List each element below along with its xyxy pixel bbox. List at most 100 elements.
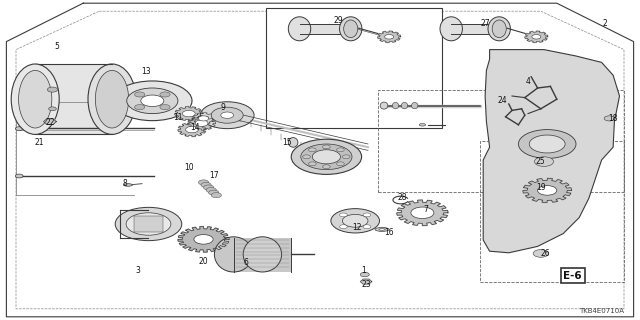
Circle shape — [204, 185, 214, 190]
Text: 26: 26 — [540, 249, 550, 258]
Text: 19: 19 — [536, 183, 546, 192]
Circle shape — [538, 186, 557, 195]
Circle shape — [127, 88, 178, 114]
Circle shape — [186, 126, 198, 133]
Text: 6: 6 — [244, 258, 249, 267]
Ellipse shape — [419, 124, 426, 126]
Ellipse shape — [412, 102, 418, 109]
Text: 17: 17 — [209, 171, 220, 180]
Circle shape — [342, 155, 350, 159]
Circle shape — [291, 139, 362, 174]
Circle shape — [518, 130, 576, 158]
Polygon shape — [178, 123, 206, 137]
Polygon shape — [378, 31, 401, 43]
Text: 12: 12 — [353, 223, 362, 232]
Polygon shape — [188, 116, 216, 130]
Circle shape — [340, 213, 348, 217]
Circle shape — [337, 162, 344, 166]
Text: 2: 2 — [602, 20, 607, 28]
Circle shape — [115, 207, 182, 241]
Text: 27: 27 — [480, 20, 490, 28]
Ellipse shape — [19, 70, 52, 128]
Circle shape — [532, 35, 541, 39]
Text: 8: 8 — [122, 180, 127, 188]
Text: 7: 7 — [423, 205, 428, 214]
Polygon shape — [483, 50, 620, 253]
Circle shape — [134, 92, 145, 97]
Ellipse shape — [392, 102, 399, 109]
Text: E-6: E-6 — [563, 271, 582, 281]
Ellipse shape — [344, 20, 358, 38]
Polygon shape — [523, 178, 572, 203]
Circle shape — [209, 190, 219, 195]
Text: 16: 16 — [384, 228, 394, 237]
Text: 9: 9 — [220, 103, 225, 112]
Bar — [480, 141, 624, 282]
Text: 23: 23 — [361, 280, 371, 289]
Circle shape — [411, 207, 434, 219]
Text: TKB4E0710A: TKB4E0710A — [579, 308, 624, 314]
Circle shape — [198, 180, 209, 185]
Text: 29: 29 — [333, 16, 343, 25]
Circle shape — [363, 213, 371, 217]
Bar — [378, 90, 624, 192]
Ellipse shape — [124, 184, 132, 186]
Circle shape — [363, 225, 371, 228]
Circle shape — [308, 148, 316, 152]
Text: 24: 24 — [497, 96, 508, 105]
Ellipse shape — [492, 20, 506, 38]
Circle shape — [303, 155, 310, 159]
Text: 5: 5 — [54, 42, 59, 51]
Circle shape — [15, 174, 23, 178]
Circle shape — [221, 112, 234, 118]
Polygon shape — [525, 31, 548, 43]
Text: 18: 18 — [609, 114, 618, 123]
Circle shape — [301, 144, 352, 170]
Ellipse shape — [88, 64, 136, 134]
Text: 14: 14 — [190, 124, 200, 132]
Text: 28: 28 — [397, 193, 406, 202]
Circle shape — [194, 235, 213, 244]
Ellipse shape — [375, 228, 389, 231]
Circle shape — [198, 116, 209, 121]
Text: 15: 15 — [282, 138, 292, 147]
Text: 21: 21 — [35, 138, 44, 147]
Circle shape — [211, 107, 243, 123]
Circle shape — [360, 272, 369, 277]
Polygon shape — [397, 200, 448, 226]
Ellipse shape — [379, 228, 385, 230]
Circle shape — [308, 162, 316, 166]
Ellipse shape — [214, 237, 253, 272]
Circle shape — [113, 81, 192, 121]
Circle shape — [337, 148, 344, 152]
Circle shape — [15, 127, 23, 131]
Ellipse shape — [380, 102, 388, 109]
Polygon shape — [44, 119, 56, 124]
Circle shape — [126, 213, 171, 235]
Text: 25: 25 — [536, 157, 546, 166]
Circle shape — [47, 87, 58, 92]
Text: 22: 22 — [45, 118, 54, 127]
Polygon shape — [300, 24, 351, 34]
Circle shape — [200, 102, 254, 129]
Text: 13: 13 — [141, 68, 151, 76]
Circle shape — [312, 150, 340, 164]
Circle shape — [534, 157, 554, 166]
Polygon shape — [234, 238, 291, 272]
Ellipse shape — [488, 17, 511, 41]
Circle shape — [182, 110, 195, 117]
Ellipse shape — [95, 70, 129, 128]
Circle shape — [201, 182, 211, 188]
Polygon shape — [35, 64, 112, 134]
Circle shape — [342, 214, 368, 227]
Text: 3: 3 — [135, 266, 140, 275]
Polygon shape — [451, 24, 499, 34]
Text: 20: 20 — [198, 257, 209, 266]
Text: 1: 1 — [361, 266, 366, 275]
Circle shape — [529, 135, 565, 153]
Circle shape — [134, 105, 145, 110]
Text: 10: 10 — [184, 164, 194, 172]
Polygon shape — [178, 227, 229, 252]
Circle shape — [323, 165, 330, 169]
Circle shape — [331, 209, 380, 233]
